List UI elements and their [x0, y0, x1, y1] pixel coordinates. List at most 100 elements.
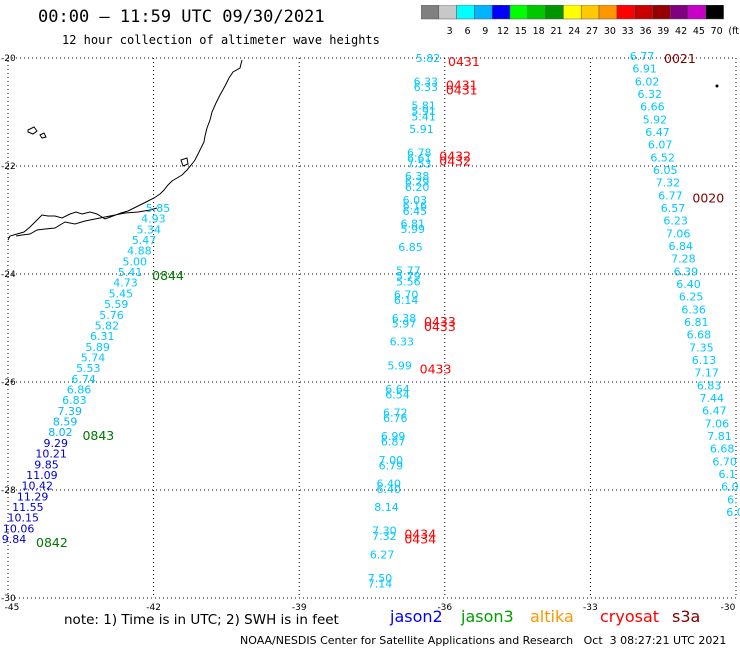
- swh-value: 7.06: [705, 417, 730, 430]
- swatch-label: 30: [604, 26, 616, 37]
- swh-value: 6.68: [710, 443, 735, 456]
- swh-value: 6.70: [712, 455, 737, 468]
- swh-value: 7.32: [656, 177, 681, 190]
- swh-value: 10.06: [3, 522, 35, 535]
- swh-value: 5.41: [411, 110, 436, 123]
- swh-value: 6.0: [721, 481, 739, 494]
- swh-value: 5.97: [392, 318, 417, 331]
- pass-time-label: 0021: [664, 51, 696, 66]
- swh-value: 6.74: [71, 373, 96, 386]
- swh-value: 5.77: [396, 265, 421, 278]
- swh-value: 6.81: [400, 217, 425, 230]
- swh-value: 6.72: [383, 407, 408, 420]
- swh-value: 6.33: [390, 336, 415, 349]
- swh-value: 6.81: [684, 316, 709, 329]
- swh-value: 6.39: [674, 265, 699, 278]
- swh-value: 6.45: [403, 205, 428, 218]
- swh-value: 6.25: [679, 291, 704, 304]
- swatch-label: 24: [568, 26, 580, 37]
- color-swatch: [421, 5, 440, 20]
- swh-value: 9.29: [44, 437, 69, 450]
- swh-value: 6.54: [385, 388, 410, 401]
- swh-value: 6.33: [414, 81, 439, 94]
- color-swatch: [509, 5, 529, 20]
- swatch-label: 12: [497, 26, 509, 37]
- swh-value: 6.76: [383, 412, 408, 425]
- swh-value: 6.78: [407, 147, 432, 160]
- pass-time-label: 0432: [439, 149, 471, 164]
- color-swatch: [563, 5, 582, 20]
- swh-value: 6.07: [648, 139, 673, 152]
- brazil-coastline: [7, 59, 243, 241]
- color-swatch: [527, 5, 546, 20]
- lon-tick-label: -30: [721, 603, 736, 613]
- legend-altika: altika: [530, 607, 574, 626]
- island-outline: [27, 126, 189, 167]
- island-dot: [715, 84, 719, 88]
- pass-time-label: 0434: [404, 532, 436, 547]
- swh-value: 6.27: [370, 548, 395, 561]
- swh-value: 8.59: [53, 416, 78, 429]
- color-swatch: [634, 5, 653, 20]
- swh-value: 5.99: [400, 223, 425, 236]
- swh-value: 11.55: [12, 501, 44, 514]
- swh-value: 5.85: [146, 202, 171, 215]
- swh-value: 5.00: [123, 255, 148, 268]
- legend-s3a: s3a: [672, 607, 701, 626]
- swh-value: 5.59: [104, 298, 129, 311]
- swh-value: 6.87: [381, 436, 406, 449]
- color-swatch: [687, 5, 707, 20]
- swh-value: 7.39: [57, 405, 82, 418]
- color-swatch: [580, 5, 600, 20]
- swh-value: 6.68: [687, 329, 712, 342]
- color-swatch: [669, 5, 689, 20]
- swh-value: 5.76: [99, 309, 124, 322]
- pass-time-label: 0842: [36, 535, 68, 550]
- swh-value: 7.28: [671, 253, 696, 266]
- swatch-label: 36: [639, 26, 651, 37]
- swh-value: 5.81: [411, 99, 436, 112]
- unit-label: (ft): [728, 26, 739, 37]
- swh-value: 6.86: [67, 384, 92, 397]
- swh-value: 9.84: [2, 533, 27, 546]
- swatch-label: 45: [693, 26, 705, 37]
- color-swatch: [705, 5, 724, 20]
- swh-value: 6.47: [702, 405, 727, 418]
- footnote: note: 1) Time is in UTC; 2) SWH is in fe…: [64, 612, 339, 628]
- lon-tick-label: -36: [437, 603, 452, 613]
- pass-time-label: 0843: [82, 428, 114, 443]
- swatch-label: 6: [464, 26, 470, 37]
- swh-value: 6.77: [630, 50, 655, 63]
- swh-value: 6.64: [385, 383, 410, 396]
- page-title: 00:00 — 11:59 UTC 09/30/2021: [38, 7, 325, 27]
- swh-value: 6.61: [407, 152, 432, 165]
- swh-value: 10.15: [8, 512, 40, 525]
- pass-time-label: 0432: [439, 154, 471, 169]
- swh-value: 5.41: [118, 266, 143, 279]
- swh-value: 6.57: [661, 202, 686, 215]
- pass-time-label: 0431: [446, 83, 478, 98]
- lat-tick-label: -22: [1, 162, 16, 172]
- swh-value: 8.14: [374, 501, 399, 514]
- pass-time-label: 0844: [152, 268, 184, 283]
- swh-value: 5.99: [387, 359, 412, 372]
- swatch-label: 39: [657, 26, 669, 37]
- swh-value: 6.03: [403, 194, 428, 207]
- credit-line: NOAA/NESDIS Center for Satellite Applica…: [240, 634, 727, 647]
- lat-tick-label: -30: [1, 594, 16, 604]
- lat-tick-label: -24: [1, 270, 16, 280]
- swh-value: 7.32: [372, 530, 397, 543]
- swh-value: 6.20: [405, 181, 430, 194]
- color-swatch: [545, 5, 564, 20]
- color-swatch: [598, 5, 618, 20]
- swatch-label: 42: [675, 26, 687, 37]
- swh-value: 4.88: [127, 245, 152, 258]
- swh-value: 7.14: [368, 578, 393, 591]
- swh-value: 8.02: [48, 426, 73, 439]
- swh-value: 6.40: [676, 278, 701, 291]
- swh-value: 7.06: [666, 227, 691, 240]
- swh-value: 6.66: [640, 101, 665, 114]
- swh-value: 7.44: [700, 392, 725, 405]
